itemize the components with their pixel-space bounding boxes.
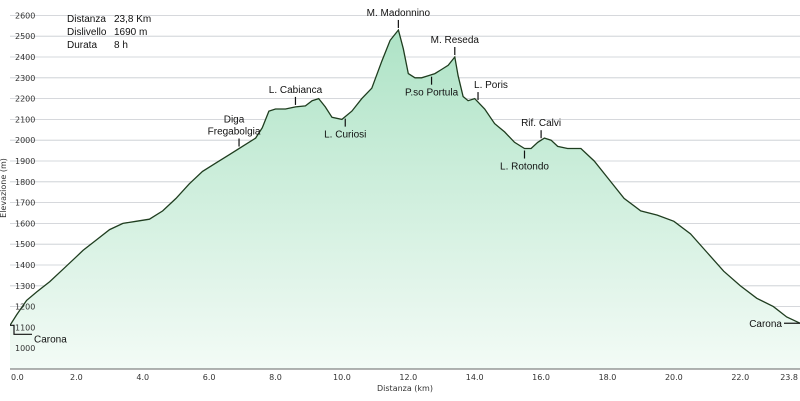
y-tick-label: 2500 [15,32,35,41]
y-tick-label: 1800 [15,178,35,187]
y-tick-label: 1300 [15,282,35,291]
elevation-area [10,30,800,369]
annotation-label: Fregabolgia [208,127,261,138]
y-tick-label: 2300 [15,74,35,83]
x-tick-label: 0.0 [11,373,24,382]
x-tick-label: 20.0 [665,373,683,382]
annotation-label: Carona [749,319,782,330]
info-value: 23,8 Km [114,14,151,25]
annotation: Carona [10,324,67,345]
annotation-label: L. Curiosi [324,130,366,141]
y-tick-label: 1400 [15,261,35,270]
annotation: L. Cabianca [269,85,323,105]
x-tick-label: 18.0 [599,373,617,382]
info-value: 1690 m [114,27,147,38]
annotation-label: Carona [34,334,67,345]
y-tick-label: 1200 [15,303,35,312]
y-tick-label: 2200 [15,95,35,104]
elevation-line [10,28,800,326]
x-tick-label: 2.0 [70,373,83,382]
x-tick-label: 10.0 [333,373,351,382]
y-tick-label: 1900 [15,157,35,166]
annotation: L. Curiosi [324,118,366,141]
y-tick-label: 2100 [15,115,35,124]
annotation: L. Poris [474,80,508,101]
annotation: Carona [749,319,800,330]
annotation-leader [10,324,32,335]
y-tick-label: 1000 [15,344,35,353]
annotation: L. Rotondo [500,150,549,173]
x-tick-label: 6.0 [203,373,216,382]
y-tick-label: 2400 [15,53,35,62]
route-info: Distanza 23,8 Km Dislivello 1690 m Durata 8 h [67,14,151,51]
x-axis-title: Distanza (km) [377,384,433,393]
annotation: M. Reseda [431,35,480,55]
y-tick-label: 2600 [15,11,35,20]
waypoint-annotations: M. Madonnino M. Reseda L. Cabianca DigaFreg… [10,8,800,345]
y-tick-labels: 1000 1100 1200 1300 1400 1500 1600 1700 1800 1900… [15,11,35,353]
annotation-label: L. Rotondo [500,162,549,173]
annotation-label: P.so Portula [405,88,459,99]
y-tick-label: 1100 [15,323,35,332]
annotation: M. Madonnino [367,8,431,28]
x-tick-label: 22.0 [731,373,749,382]
x-tick-label: 4.0 [136,373,149,382]
annotation-label: L. Poris [474,80,508,91]
x-tick-label: 8.0 [269,373,282,382]
annotation: P.so Portula [405,76,459,99]
annotation-label: Diga [224,115,245,126]
y-axis-title: Elevazione (m) [0,158,8,218]
info-label: Dislivello [67,27,107,38]
x-tick-label: 12.0 [399,373,417,382]
annotation-label: L. Cabianca [269,85,323,96]
y-tick-label: 1700 [15,199,35,208]
annotation: Rif. Calvi [521,118,561,139]
annotation-label: Rif. Calvi [521,118,561,129]
y-tick-label: 1600 [15,219,35,228]
x-tick-labels: 0.0 2.0 4.0 6.0 8.0 10.0 12.0 14.0 16.0 18.0 20.0 2… [11,373,798,382]
annotation-label: M. Reseda [431,35,480,46]
info-value: 8 h [114,40,128,51]
y-tick-label: 2000 [15,136,35,145]
annotation-label: M. Madonnino [367,8,431,19]
info-label: Durata [67,40,97,51]
info-label: Distanza [67,14,106,25]
y-tick-label: 1500 [15,240,35,249]
x-tick-label: 14.0 [466,373,484,382]
x-tick-label: 23.8 [780,373,798,382]
x-tick-label: 16.0 [532,373,550,382]
